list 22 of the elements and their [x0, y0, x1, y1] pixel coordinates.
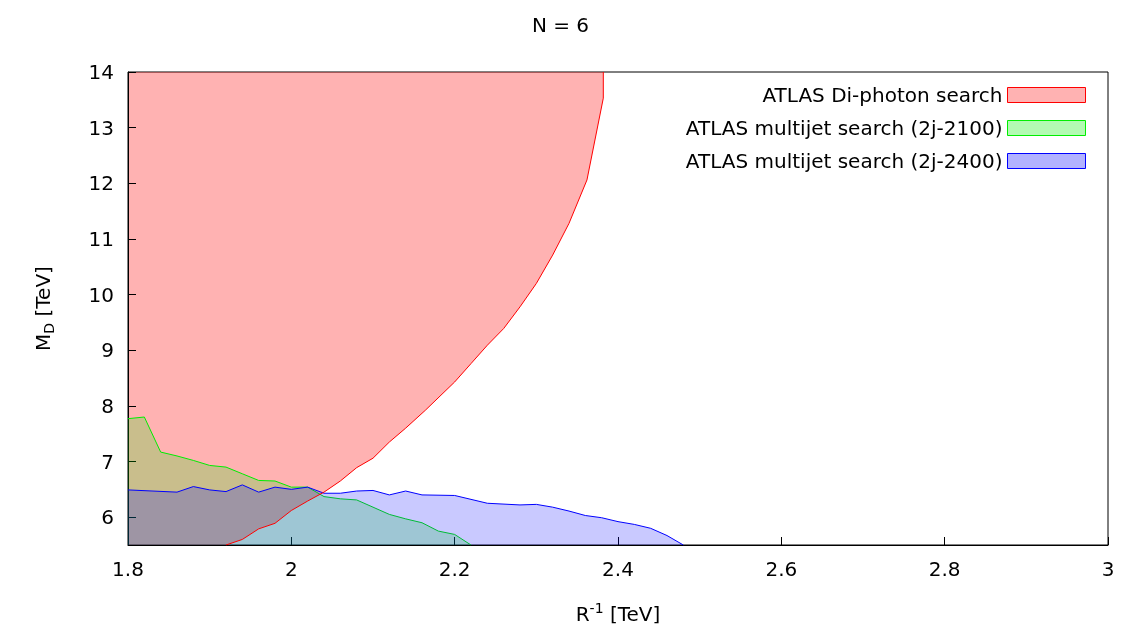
y-tick-label: 12 — [88, 171, 114, 196]
y-tick-label: 7 — [101, 449, 114, 474]
legend-label: ATLAS multijet search (2j-2100) — [685, 116, 1003, 140]
y-tick-label: 13 — [88, 115, 114, 140]
y-tick-label: 9 — [101, 338, 114, 363]
x-tick-label: 2.4 — [602, 557, 634, 581]
chart-title: N = 6 — [531, 13, 590, 37]
legend-label: ATLAS Di-photon search — [762, 83, 1003, 107]
x-tick-label: 2.6 — [765, 557, 798, 581]
y-tick-label: 14 — [88, 60, 114, 84]
y-tick-label: 8 — [101, 393, 114, 418]
y-axis-title: MD [TeV] — [31, 266, 57, 351]
x-tick-label: 3 — [1101, 557, 1115, 581]
x-tick-label: 2.2 — [438, 557, 471, 581]
x-tick-label: 2.8 — [928, 557, 961, 581]
y-tick-label: 11 — [88, 226, 114, 251]
y-tick-label: 10 — [88, 282, 114, 307]
x-tick-label: 1.8 — [112, 557, 144, 581]
y-tick-label: 6 — [101, 505, 114, 530]
x-tick-label: 2 — [284, 557, 298, 581]
legend-label: ATLAS multijet search (2j-2400) — [685, 149, 1003, 173]
line-series — [225, 71, 604, 546]
